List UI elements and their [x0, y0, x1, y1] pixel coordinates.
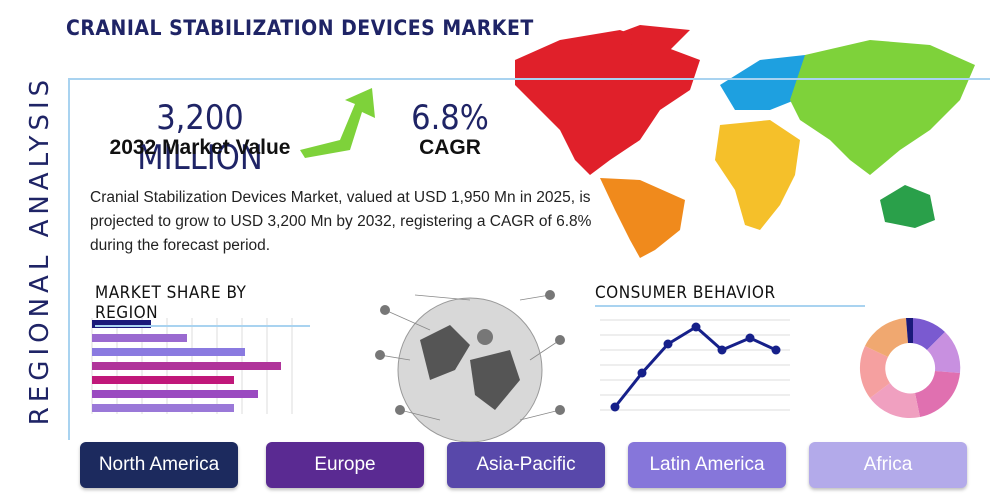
section-heading: CONSUMER BEHAVIOR: [595, 283, 865, 307]
line-illustration: [600, 319, 790, 412]
frame: [68, 78, 990, 440]
region-button[interactable]: North America: [80, 442, 238, 488]
page-title: CRANIAL STABILIZATION DEVICES MARKET: [66, 16, 534, 40]
region-button[interactable]: Asia-Pacific: [447, 442, 605, 488]
cagr-label: CAGR: [419, 136, 481, 159]
region-button[interactable]: Africa: [809, 442, 967, 488]
description: Cranial Stabilization Devices Market, va…: [90, 189, 592, 254]
world-map: [515, 25, 975, 258]
side-label: REGIONAL ANALYSIS: [25, 74, 55, 426]
bar-illustration: [91, 318, 293, 414]
globe: [375, 290, 565, 443]
region-button[interactable]: Latin America: [628, 442, 786, 488]
cagr-value: 6.8%: [411, 98, 489, 138]
market-value: 3,200 MILLION: [137, 98, 263, 178]
market-value-label: 2032 Market Value: [109, 136, 291, 159]
section-heading: MARKET SHARE BY REGION: [95, 283, 310, 327]
growth-arrow: [300, 88, 375, 158]
region-button[interactable]: Europe: [266, 442, 424, 488]
donut-illustration: [859, 317, 961, 419]
